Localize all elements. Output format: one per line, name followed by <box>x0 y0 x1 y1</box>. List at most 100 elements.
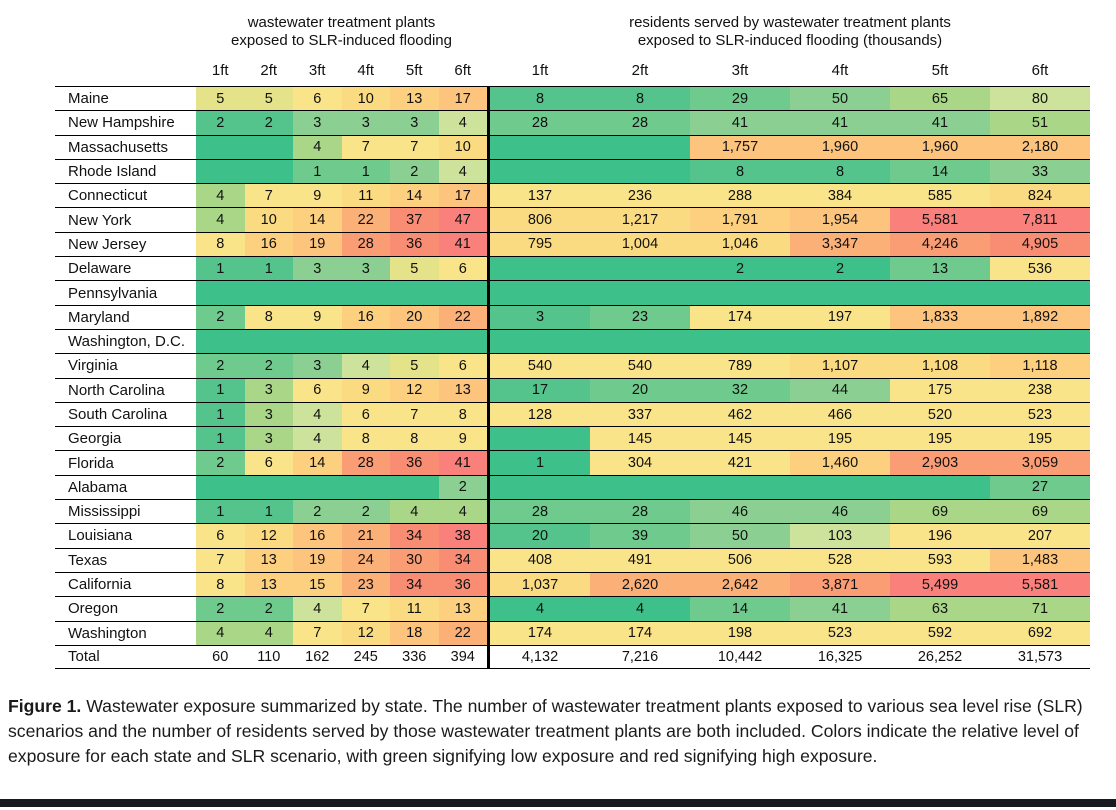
plants-cell <box>196 281 245 305</box>
table-row: Georgia 1 3 4 8 8 9 145 145 195 195 195 <box>55 426 1090 451</box>
plants-cell: 7 <box>341 597 390 621</box>
residents-cell <box>690 475 790 500</box>
residents-cell: 28 <box>590 111 690 135</box>
plants-cell <box>244 281 293 305</box>
residents-cell: 50 <box>690 524 790 548</box>
residents-cell: 44 <box>790 378 890 402</box>
state-label: South Carolina <box>55 402 196 427</box>
residents-cell: 29 <box>690 87 790 111</box>
table-row: Rhode Island 1 1 2 4 8 8 14 33 <box>55 158 1090 184</box>
residents-cell: 145 <box>690 427 790 451</box>
plants-cell: 7 <box>390 135 439 159</box>
plants-cell <box>390 329 439 354</box>
column-header-plants-5ft: 5ft <box>405 62 423 79</box>
plants-total-cell: 336 <box>390 645 439 669</box>
plants-cell: 38 <box>438 524 487 548</box>
plants-cell: 9 <box>341 378 390 402</box>
residents-cell: 27 <box>990 475 1090 500</box>
residents-cell: 5,581 <box>990 572 1090 597</box>
residents-cell: 41 <box>690 111 790 135</box>
residents-cell: 337 <box>590 402 690 427</box>
plants-cell: 20 <box>390 305 439 329</box>
plants-total-cell: 110 <box>244 645 293 669</box>
plants-table-title-line2: exposed to SLR-induced flooding <box>231 31 452 49</box>
plants-cell: 3 <box>244 427 293 451</box>
column-header-residents-5ft: 5ft <box>931 62 949 79</box>
residents-cell: 1,460 <box>790 451 890 475</box>
residents-cell <box>487 475 590 500</box>
residents-cell: 1,217 <box>590 208 690 232</box>
state-label: Louisiana <box>55 524 196 548</box>
residents-cell: 2 <box>690 257 790 281</box>
state-label: Virginia <box>55 354 196 378</box>
plants-cell: 7 <box>341 135 390 159</box>
residents-cell <box>890 475 990 500</box>
residents-cell: 824 <box>990 184 1090 208</box>
residents-cell: 1,483 <box>990 548 1090 572</box>
residents-total-cell: 10,442 <box>690 645 790 669</box>
column-header-plants-6ft: 6ft <box>454 62 472 79</box>
residents-cell <box>590 329 690 354</box>
plants-cell: 13 <box>244 548 293 572</box>
plants-cell: 2 <box>293 500 342 524</box>
plants-cell: 34 <box>390 572 439 597</box>
plants-cell: 2 <box>196 354 245 378</box>
plants-cell: 5 <box>196 87 245 111</box>
residents-cell: 1,004 <box>590 232 690 257</box>
table-row: Maine 5 5 6 10 13 17 8 8 29 50 65 80 <box>55 86 1090 111</box>
residents-cell <box>790 475 890 500</box>
plants-cell: 3 <box>341 257 390 281</box>
plants-cell <box>196 135 245 159</box>
residents-cell: 50 <box>790 87 890 111</box>
plants-cell <box>244 135 293 159</box>
plants-cell: 7 <box>390 402 439 427</box>
residents-cell: 523 <box>990 402 1090 427</box>
state-label: New York <box>55 208 196 232</box>
residents-cell: 1,046 <box>690 232 790 257</box>
residents-cell: 174 <box>590 621 690 645</box>
table-row: Virginia 2 2 3 4 5 6 540 540 789 1,107 1,108 1,118 <box>55 353 1090 378</box>
residents-cell: 1,833 <box>890 305 990 329</box>
column-header-residents-4ft: 4ft <box>831 62 849 79</box>
column-header-plants-3ft: 3ft <box>308 62 326 79</box>
residents-cell: 520 <box>890 402 990 427</box>
plants-cell: 3 <box>293 257 342 281</box>
residents-cell: 421 <box>690 451 790 475</box>
plants-cell: 22 <box>438 305 487 329</box>
residents-cell: 65 <box>890 87 990 111</box>
plants-cell: 1 <box>341 159 390 184</box>
page-divider-bar <box>0 799 1116 807</box>
plants-cell <box>341 329 390 354</box>
plants-cell <box>244 329 293 354</box>
column-header-plants-2ft: 2ft <box>260 62 278 79</box>
state-label: California <box>55 572 196 597</box>
plants-cell: 23 <box>341 572 390 597</box>
table-row: Connecticut 4 7 9 11 14 17 137 236 288 384 585 824 <box>55 183 1090 208</box>
residents-cell: 466 <box>790 402 890 427</box>
residents-cell: 506 <box>690 548 790 572</box>
table-row: Mississippi 1 1 2 2 4 4 28 28 46 46 69 69 <box>55 499 1090 524</box>
plants-cell: 8 <box>196 572 245 597</box>
residents-cell: 1,960 <box>790 135 890 159</box>
plants-cell: 8 <box>341 427 390 451</box>
residents-cell: 5,581 <box>890 208 990 232</box>
state-label: Massachusetts <box>55 135 196 159</box>
residents-cell <box>590 159 690 184</box>
residents-cell: 288 <box>690 184 790 208</box>
residents-cell: 7,811 <box>990 208 1090 232</box>
plants-cell: 16 <box>293 524 342 548</box>
column-header-residents-3ft: 3ft <box>731 62 749 79</box>
plants-cell: 12 <box>390 378 439 402</box>
plants-cell: 2 <box>196 597 245 621</box>
residents-cell: 33 <box>990 159 1090 184</box>
residents-cell: 8 <box>790 159 890 184</box>
residents-cell: 536 <box>990 257 1090 281</box>
plants-cell: 3 <box>390 111 439 135</box>
plants-cell: 8 <box>438 402 487 427</box>
residents-cell: 4 <box>590 597 690 621</box>
plants-cell: 2 <box>390 159 439 184</box>
plants-cell: 17 <box>438 184 487 208</box>
plants-cell: 19 <box>293 548 342 572</box>
plants-table-title: wastewater treatment plants exposed to S… <box>196 14 487 49</box>
residents-cell: 13 <box>890 257 990 281</box>
